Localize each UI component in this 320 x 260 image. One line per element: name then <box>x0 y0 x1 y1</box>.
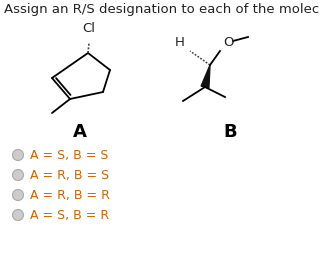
Text: A = S, B = R: A = S, B = R <box>30 209 109 222</box>
Circle shape <box>12 170 23 180</box>
Text: A = R, B = S: A = R, B = S <box>30 168 109 181</box>
Text: O: O <box>223 36 233 49</box>
Circle shape <box>12 190 23 200</box>
Circle shape <box>12 150 23 160</box>
Text: Cl: Cl <box>83 22 95 35</box>
Text: A = S, B = S: A = S, B = S <box>30 148 108 161</box>
Polygon shape <box>201 65 210 88</box>
Text: A: A <box>73 123 87 141</box>
Circle shape <box>12 210 23 220</box>
Text: Assign an R/S designation to each of the molecules below.: Assign an R/S designation to each of the… <box>4 3 320 16</box>
Text: B: B <box>223 123 237 141</box>
Text: H: H <box>175 36 185 49</box>
Text: A = R, B = R: A = R, B = R <box>30 188 110 202</box>
